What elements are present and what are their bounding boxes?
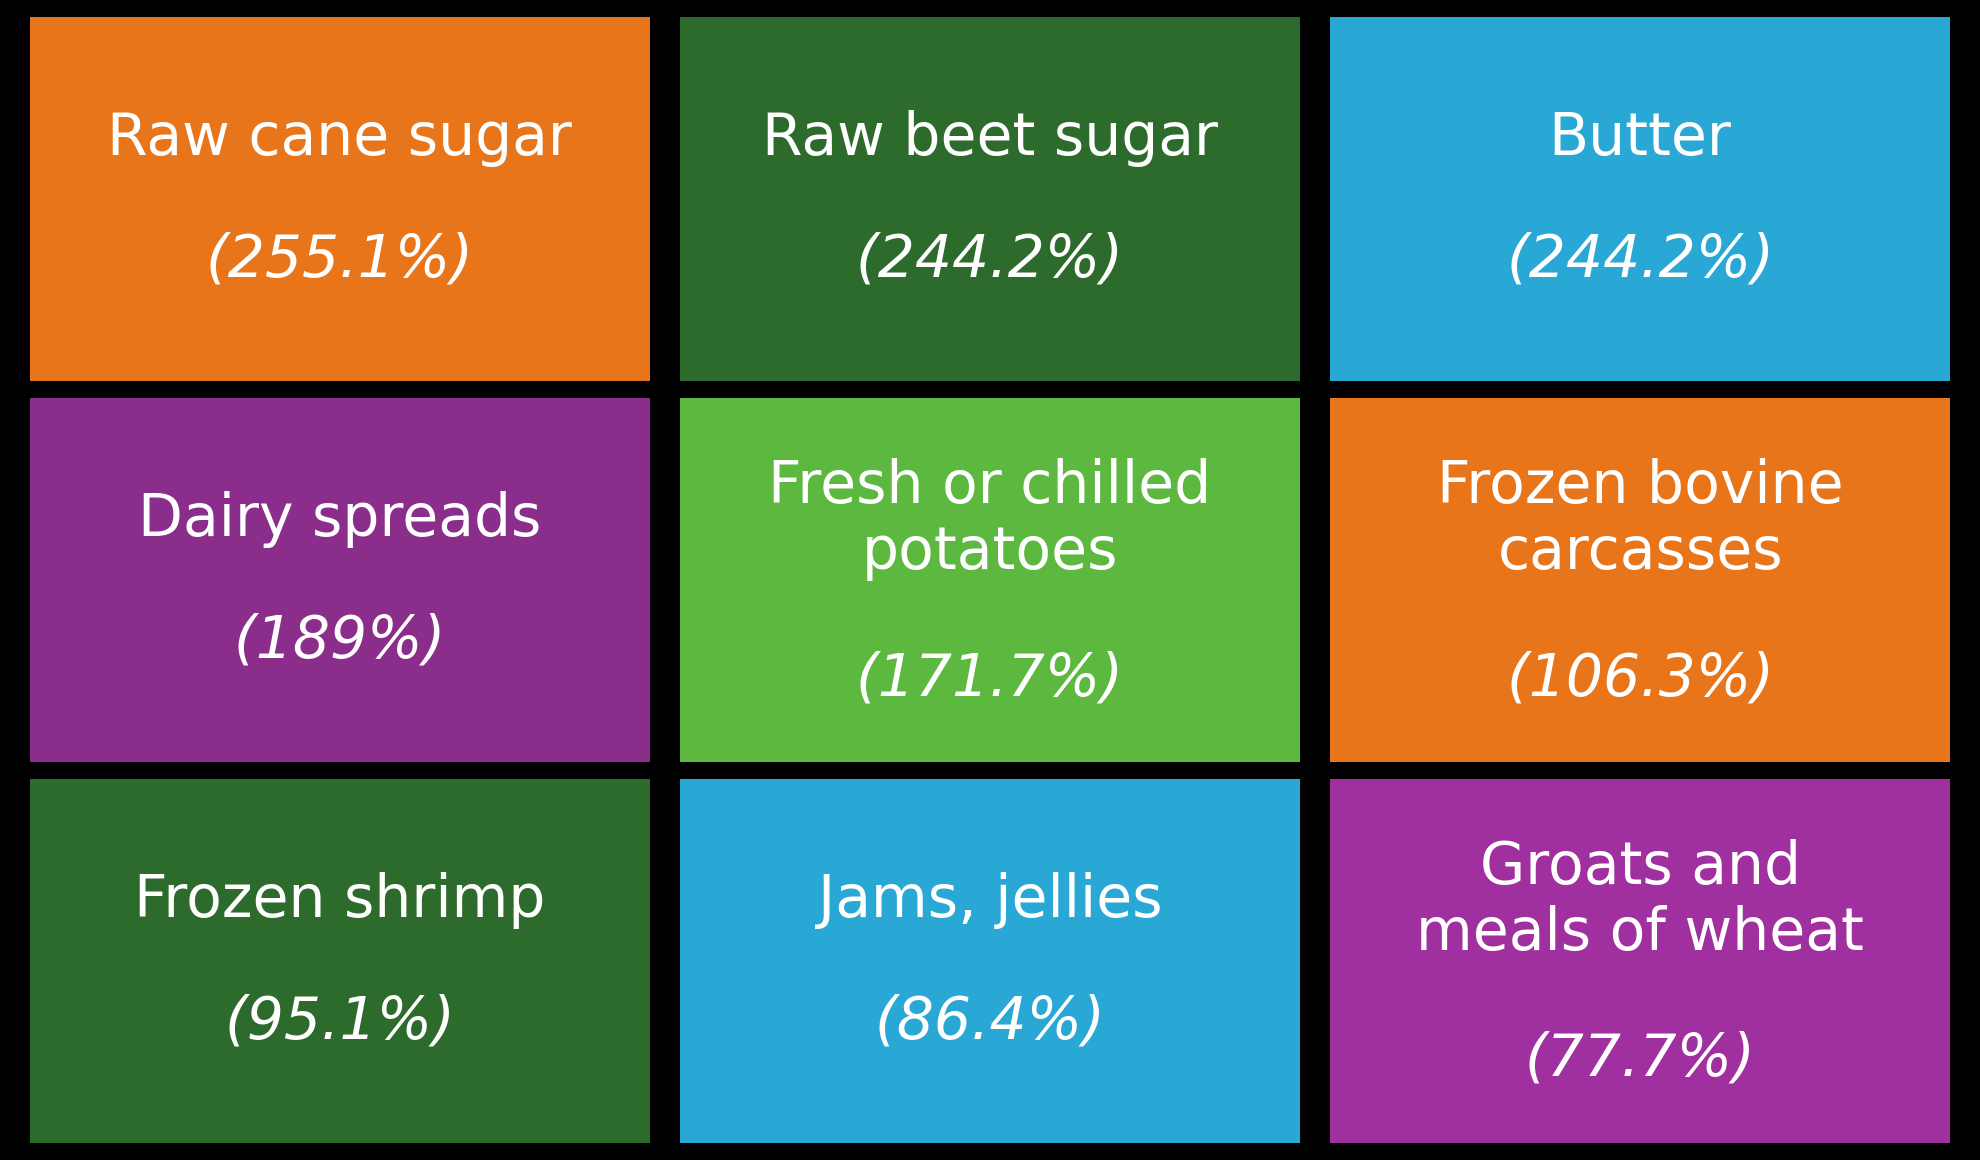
Text: Dairy spreads: Dairy spreads (139, 491, 543, 548)
Text: Raw beet sugar: Raw beet sugar (762, 110, 1218, 167)
Text: (77.7%): (77.7%) (1525, 1031, 1756, 1088)
FancyBboxPatch shape (679, 17, 1301, 380)
Text: (189%): (189%) (234, 612, 446, 669)
Text: Jams, jellies: Jams, jellies (818, 871, 1162, 929)
FancyBboxPatch shape (1331, 780, 1950, 1143)
Text: (244.2%): (244.2%) (855, 231, 1125, 289)
Text: (95.1%): (95.1%) (224, 993, 455, 1050)
Text: (244.2%): (244.2%) (1507, 231, 1774, 289)
Text: Frozen shrimp: Frozen shrimp (135, 871, 546, 929)
Text: Raw cane sugar: Raw cane sugar (107, 110, 572, 167)
FancyBboxPatch shape (679, 780, 1301, 1143)
Text: (255.1%): (255.1%) (206, 231, 473, 289)
FancyBboxPatch shape (30, 780, 649, 1143)
Text: (171.7%): (171.7%) (855, 650, 1125, 708)
FancyBboxPatch shape (30, 17, 649, 380)
Text: Frozen bovine
carcasses: Frozen bovine carcasses (1437, 458, 1843, 581)
Text: Fresh or chilled
potatoes: Fresh or chilled potatoes (768, 458, 1212, 581)
FancyBboxPatch shape (30, 398, 649, 762)
FancyBboxPatch shape (1331, 17, 1950, 380)
Text: (86.4%): (86.4%) (875, 993, 1105, 1050)
Text: (106.3%): (106.3%) (1507, 650, 1774, 708)
FancyBboxPatch shape (1331, 398, 1950, 762)
Text: Groats and
meals of wheat: Groats and meals of wheat (1416, 839, 1863, 962)
Text: Butter: Butter (1548, 110, 1732, 167)
FancyBboxPatch shape (679, 398, 1301, 762)
